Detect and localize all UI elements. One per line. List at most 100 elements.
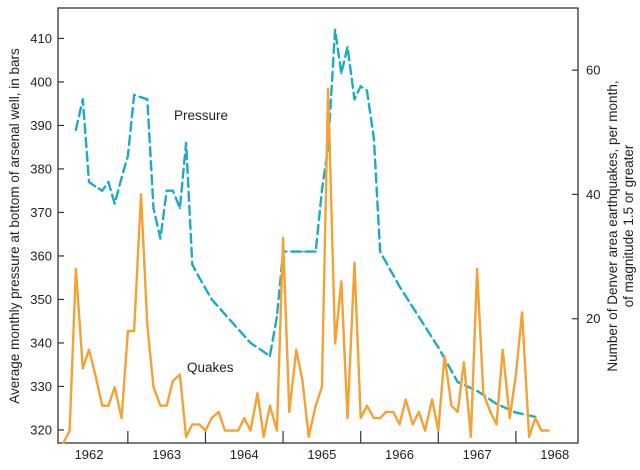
pressure-data-point — [333, 28, 337, 31]
quakes-data-point — [340, 280, 343, 283]
quakes-data-point — [469, 435, 472, 438]
quakes-data-point — [113, 385, 116, 389]
quakes-data-point — [87, 348, 91, 351]
left-tick-label: 330 — [30, 379, 52, 394]
quakes-data-point — [126, 330, 129, 333]
left-axis-ticks: 320 330 340 350 360 370 380 390 400 410 — [30, 31, 64, 437]
pressure-data-point — [340, 72, 343, 75]
quakes-data-point — [495, 423, 498, 426]
quakes-data-point — [528, 435, 531, 438]
quakes-data-point — [275, 429, 278, 432]
quakes-data-point — [81, 367, 84, 370]
right-axis-ticks: 20 40 60 — [572, 63, 600, 326]
quakes-series-label: Quakes — [187, 360, 234, 375]
quakes-data-point — [171, 379, 174, 382]
quakes-data-point — [146, 323, 149, 327]
quakes-data-point — [210, 417, 213, 420]
left-tick-label: 410 — [30, 31, 52, 46]
pressure-data-point — [113, 202, 116, 205]
quakes-data-point — [184, 435, 188, 438]
left-tick-label: 400 — [30, 74, 52, 89]
pressure-data-point — [320, 189, 323, 192]
quakes-data-point — [249, 429, 252, 432]
quakes-data-point — [68, 429, 71, 432]
quakes-data-point — [430, 398, 434, 401]
quakes-data-point — [107, 404, 110, 407]
left-axis-title: Average monthly pressure at bottom of ar… — [7, 48, 22, 404]
pressure-data-point — [456, 381, 459, 384]
quakes-data-point — [165, 404, 168, 407]
quakes-data-point — [534, 417, 537, 420]
pressure-data-point — [210, 298, 213, 301]
right-axis-title-line2: of magnitude 1.5 or greater — [621, 144, 636, 307]
quakes-data-point — [353, 261, 356, 264]
quakes-data-point — [178, 373, 181, 376]
quakes-data-point — [378, 417, 382, 420]
quakes-data-point — [424, 429, 427, 432]
quakes-data-point — [236, 429, 240, 432]
quakes-data-point — [301, 379, 304, 382]
pressure-data-point — [94, 185, 97, 188]
pressure-data-point — [81, 98, 84, 101]
pressure-data-point — [132, 93, 136, 97]
quakes-data-point — [521, 311, 524, 314]
quakes-data-point — [326, 87, 330, 90]
pressure-data-point — [437, 346, 440, 349]
quakes-data-point — [101, 404, 104, 407]
x-tick-label: 1963 — [152, 447, 181, 462]
quakes-data-point — [365, 404, 368, 407]
quakes-data-point — [307, 435, 310, 438]
quakes-data-point — [514, 373, 518, 376]
quakes-data-point — [191, 423, 194, 426]
quakes-data-point — [198, 423, 201, 426]
pressure-data-point — [171, 189, 174, 192]
series-layer — [62, 28, 550, 445]
pressure-data-point — [101, 189, 104, 192]
quakes-data-point — [262, 435, 265, 438]
quakes-data-point — [132, 330, 136, 333]
left-tick-label: 350 — [30, 292, 52, 307]
pressure-series-line — [74, 28, 537, 419]
quakes-data-point — [450, 404, 453, 407]
quakes-data-point — [243, 417, 246, 420]
quakes-data-point — [346, 417, 349, 420]
quakes-data-point — [411, 423, 414, 426]
quakes-data-point — [392, 410, 395, 414]
left-tick-label: 380 — [30, 161, 52, 176]
quakes-data-point — [295, 348, 298, 351]
left-tick-label: 360 — [30, 248, 52, 263]
pressure-data-point — [107, 180, 110, 184]
pressure-data-point — [307, 250, 310, 253]
pressure-data-point — [120, 176, 123, 179]
plot-frame — [57, 7, 579, 444]
pressure-data-point — [378, 250, 382, 253]
quakes-data-point — [320, 385, 323, 389]
x-tick-label: 1966 — [385, 447, 414, 462]
pressure-data-point — [178, 207, 181, 210]
pressure-data-point — [476, 389, 479, 392]
right-tick-label: 20 — [586, 311, 600, 326]
quakes-data-point — [385, 410, 388, 414]
quakes-data-point — [398, 423, 401, 426]
right-tick-label: 40 — [586, 187, 600, 202]
quakes-data-point — [288, 410, 291, 414]
quakes-data-point — [540, 429, 543, 432]
pressure-data-point — [184, 141, 188, 144]
left-tick-label: 390 — [30, 118, 52, 133]
quakes-data-point — [437, 429, 440, 432]
quakes-data-point — [94, 373, 97, 376]
x-tick-label: 1968 — [540, 447, 569, 462]
quakes-data-point — [217, 410, 220, 414]
quakes-data-point — [333, 342, 337, 345]
quakes-data-point — [159, 404, 162, 407]
x-tick-label: 1962 — [75, 447, 104, 462]
pressure-data-point — [275, 315, 278, 318]
quakes-data-point — [501, 348, 504, 351]
x-axis-ticks: 1962 1963 1964 1965 1966 1967 1968 — [75, 431, 569, 462]
quakes-data-point — [268, 404, 271, 407]
pressure-data-point — [398, 285, 401, 288]
pressure-data-point — [301, 250, 304, 253]
pressure-data-point — [159, 237, 162, 240]
pressure-data-point — [74, 128, 77, 131]
